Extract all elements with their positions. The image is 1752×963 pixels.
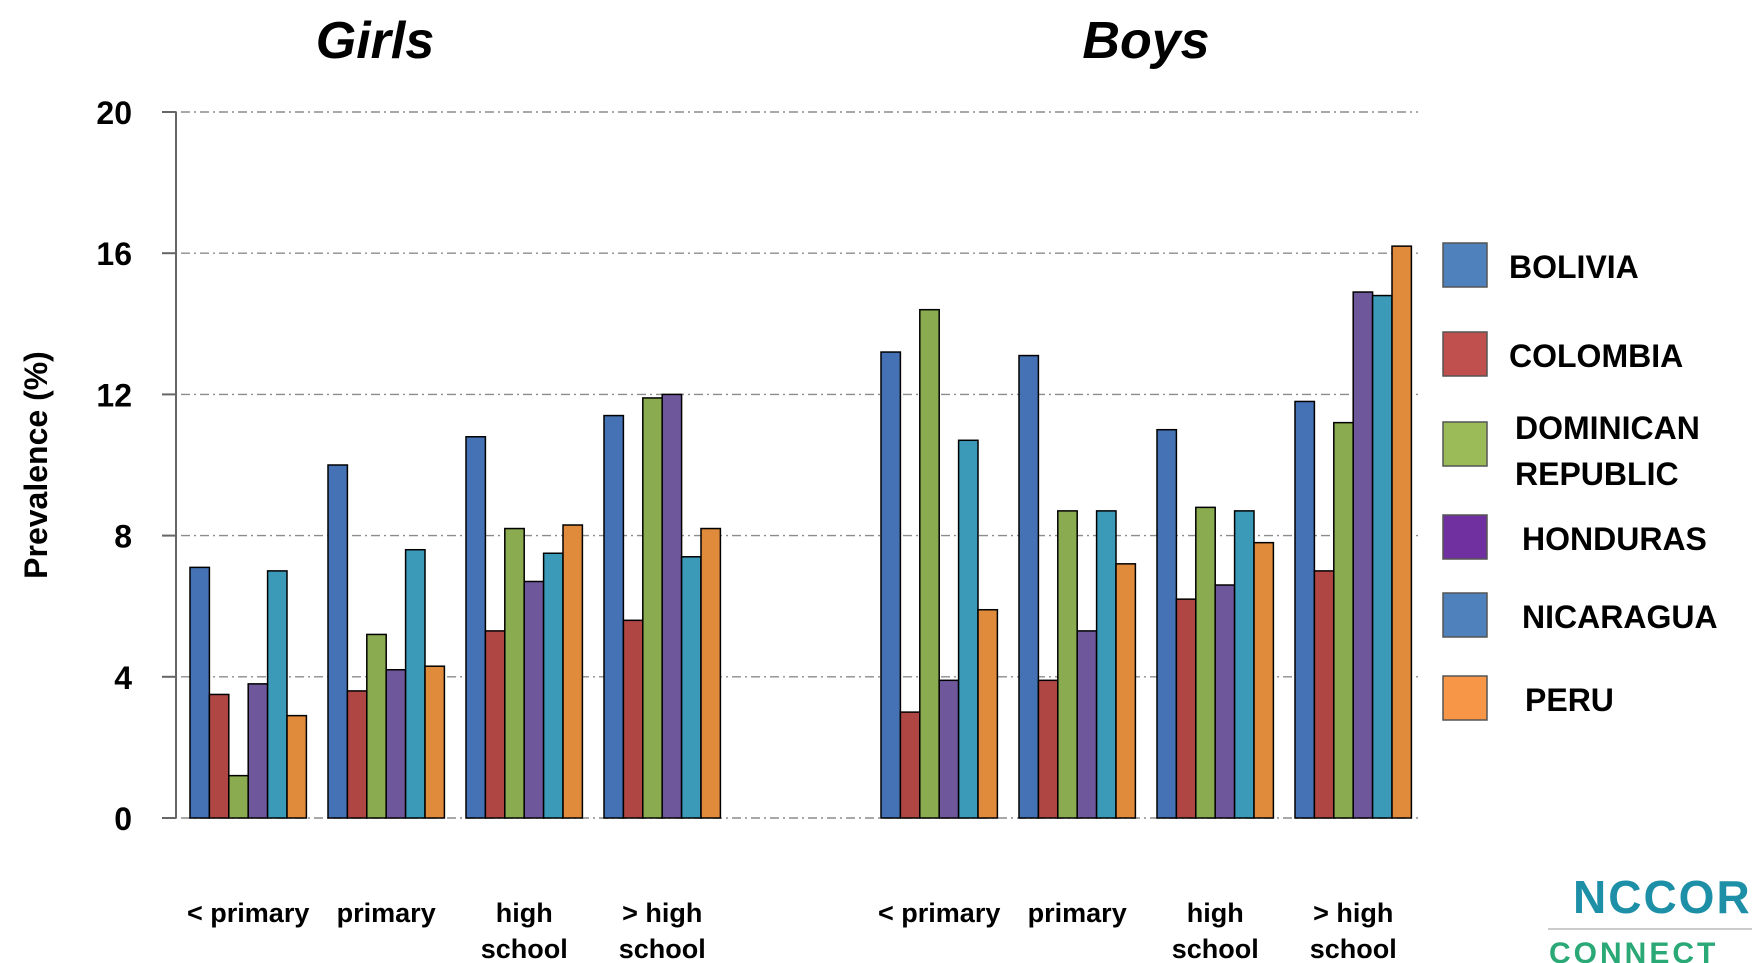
bar: [1391, 245, 1413, 819]
bar: [1294, 400, 1316, 819]
category-label: < primary: [878, 898, 1000, 928]
bar: [542, 552, 564, 819]
logo-text-line2: CONNECT: [1549, 937, 1718, 963]
bar: [504, 527, 525, 819]
bar: [1371, 294, 1393, 819]
bar: [700, 527, 722, 819]
bar: [484, 630, 506, 819]
legend-swatch: [1442, 421, 1488, 467]
bar: [1233, 510, 1255, 819]
y-axis-label: Prevalence (%): [18, 351, 54, 579]
bar: [266, 570, 288, 819]
bar: [366, 633, 387, 819]
legend-swatch: [1442, 675, 1488, 721]
legend-swatch: [1442, 242, 1488, 288]
bar: [899, 711, 921, 819]
bar: [424, 665, 446, 819]
bar: [1095, 510, 1117, 819]
bar: [661, 393, 683, 819]
bar: [404, 548, 426, 819]
y-tick-label: 12: [96, 377, 132, 413]
y-tick-label: 4: [114, 660, 132, 696]
legend-label: DOMINICAN REPUBLIC: [1515, 410, 1700, 492]
category-label: > high school: [619, 898, 706, 963]
bar: [642, 397, 663, 819]
category-label: > high school: [1310, 898, 1397, 963]
bar: [1333, 421, 1354, 819]
category-label: high school: [1172, 898, 1259, 963]
category-label: high school: [481, 898, 568, 963]
bar: [208, 693, 230, 819]
legend-swatch: [1442, 331, 1488, 377]
bar: [1175, 598, 1197, 819]
legend-label: HONDURAS: [1522, 521, 1707, 557]
bar: [938, 679, 960, 819]
bar: [562, 524, 584, 819]
bar: [957, 439, 979, 819]
bar: [1018, 354, 1040, 819]
category-label: < primary: [187, 898, 309, 928]
legend-swatch: [1442, 592, 1488, 638]
bar: [465, 436, 487, 819]
bar: [880, 351, 902, 819]
category-label: primary: [1028, 898, 1127, 928]
bar: [603, 414, 625, 819]
legend-label: COLOMBIA: [1509, 338, 1683, 374]
nccor-logo: NCCOR CONNECT: [1548, 871, 1752, 963]
y-tick-label: 16: [96, 236, 132, 272]
y-tick-label: 8: [114, 519, 132, 555]
bar: [327, 464, 349, 819]
bar: [1037, 679, 1059, 819]
bars: [189, 245, 1413, 819]
bar: [680, 556, 702, 819]
bar: [1352, 291, 1374, 819]
bar: [1214, 584, 1236, 819]
bar: [523, 580, 545, 819]
y-tick-labels: 0 4 8 12 16 20: [96, 95, 132, 837]
legend-label: NICARAGUA: [1522, 599, 1718, 635]
bar: [385, 668, 407, 819]
legend-label: PERU: [1525, 682, 1614, 718]
bar: [1313, 570, 1335, 819]
y-tick-label: 20: [96, 95, 132, 131]
bar: [1115, 563, 1137, 819]
bar: [247, 683, 269, 819]
logo-text-line1: NCCOR: [1573, 871, 1752, 923]
bar: [1057, 510, 1078, 819]
bar: [189, 566, 211, 819]
bar: [622, 619, 644, 819]
category-labels: < primary primary high school > high school < …: [187, 898, 1397, 963]
bar: [1195, 506, 1216, 819]
bar: [286, 714, 308, 819]
bar: [977, 608, 999, 819]
y-tick-label: 0: [114, 801, 132, 837]
legend-swatch: [1442, 514, 1488, 560]
category-label: primary: [337, 898, 436, 928]
bar: [919, 308, 940, 819]
legend-label: BOLIVIA: [1509, 249, 1639, 285]
legend: BOLIVIA COLOMBIA DOMINICAN REPUBLIC HONDURAS…: [1442, 242, 1718, 721]
bar: [1076, 630, 1098, 819]
bar: [1253, 541, 1275, 819]
bar: [1156, 428, 1178, 819]
bar: [346, 690, 368, 819]
boys-panel-title: Boys: [1082, 12, 1209, 70]
girls-panel-title: Girls: [316, 12, 435, 70]
bar: [228, 774, 249, 819]
